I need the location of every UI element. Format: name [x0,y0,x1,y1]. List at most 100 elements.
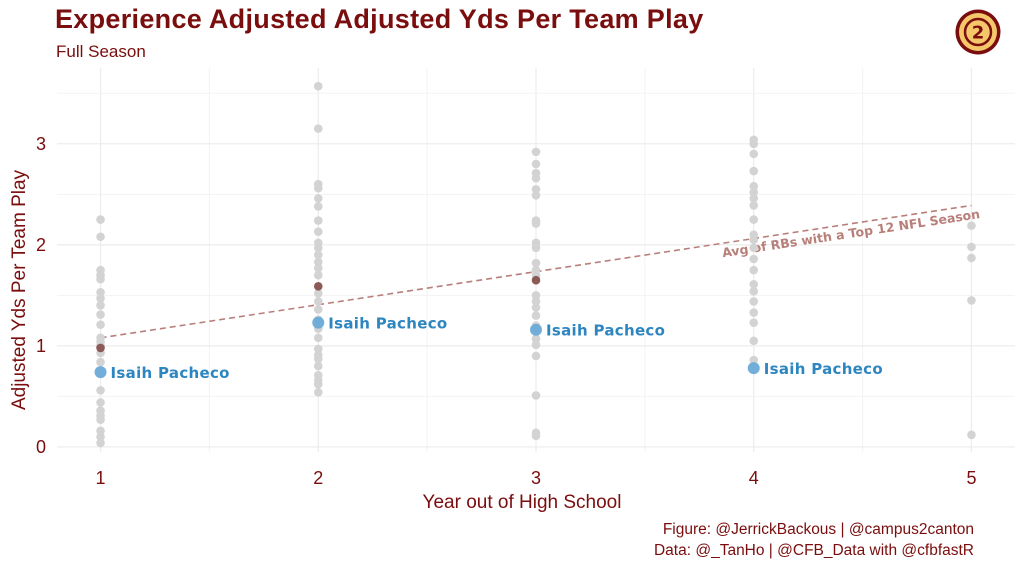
chart-title: Experience Adjusted Adjusted Yds Per Tea… [55,4,704,34]
caption: Figure: @JerrickBackous | @campus2canton… [654,519,974,561]
player-data-point [312,316,325,329]
data-point [967,296,976,305]
player-data-point [94,366,107,379]
y-tick-label: 1 [36,336,46,356]
x-axis-label: Year out of High School [423,492,622,513]
data-point [749,355,759,365]
data-point [313,81,323,91]
data-point [96,320,105,329]
y-tick-label: 3 [36,134,46,154]
data-point [96,274,105,284]
data-point [531,184,541,194]
data-point [313,344,323,354]
data-point [531,191,541,200]
y-tick-label: 0 [36,437,46,457]
data-point [749,297,759,306]
data-point [313,124,323,133]
data-point [531,431,541,441]
data-point [749,318,759,327]
x-tick-label: 3 [531,468,541,488]
data-point [96,294,105,303]
data-point [96,301,105,310]
data-point [749,308,759,317]
data-point [749,254,759,264]
data-point [96,398,105,407]
labels-group: Isaih Pacheco Isaih Pacheco Isaih Pacheco I… [111,315,883,383]
data-point [749,243,759,253]
data-point [967,253,976,263]
player-label: Isaih Pacheco [546,322,665,340]
data-point [313,263,323,273]
data-point [749,287,759,296]
caption-data-credit: Data: @_TanHo | @CFB_Data with @cfbfastR [653,542,974,559]
data-point [313,305,323,314]
data-point [967,242,976,252]
data-point [531,340,541,350]
data-point [96,232,105,242]
data-point [96,310,105,319]
data-point [313,257,323,267]
player-label: Isaih Pacheco [328,315,447,333]
data-point [96,432,105,442]
trend-line-label: Avg of RBs with a Top 12 NFL Season [721,206,981,260]
data-point [749,139,759,149]
data-point [749,187,759,197]
y-tick-label: 2 [36,235,46,255]
data-point [531,311,541,320]
data-point [96,415,105,424]
data-point [749,181,759,191]
player-label: Isaih Pacheco [111,364,230,382]
data-point [313,361,323,371]
player-label: Isaih Pacheco [764,360,883,378]
top12-data-point [531,275,541,285]
data-point [313,194,323,203]
data-point [967,430,976,440]
y-axis-label: Adjusted Yds Per Team Play [9,169,30,410]
top12-data-point [96,343,105,353]
data-point [749,166,759,176]
data-point [313,183,323,193]
campus2canton-logo-icon: 2 [955,9,1001,55]
data-point [749,265,759,275]
data-point [531,351,541,361]
logo-text: 2 [972,23,985,44]
data-point [313,227,323,237]
data-point [749,235,759,245]
data-point [313,333,323,343]
data-point [531,173,541,183]
data-point [313,297,323,306]
data-point [313,243,323,253]
x-tick-label: 4 [749,468,759,488]
data-point [313,202,323,211]
top12-data-point [313,281,323,291]
data-point [96,426,105,436]
data-point [96,288,105,297]
data-point [531,159,541,169]
data-point [531,258,541,268]
player-data-point [530,323,542,336]
data-point [749,194,759,203]
data-point [96,438,105,448]
data-point [531,391,541,400]
chart-subtitle: Full Season [56,42,146,61]
data-point [749,279,759,289]
data-point [531,243,541,253]
data-point [96,386,105,395]
data-point [96,215,105,224]
data-point [531,297,541,306]
x-tick-label: 5 [966,468,976,488]
data-point [313,354,323,364]
x-tick-label: 2 [313,468,323,488]
data-point [967,221,976,230]
player-data-point [747,362,760,375]
x-axis-ticks: 1 2 3 4 5 [96,468,977,488]
data-point [313,250,323,260]
trend-line-group: Avg of RBs with a Top 12 NFL Season [100,204,981,339]
data-point [313,289,323,298]
data-point [531,303,541,312]
x-tick-label: 1 [96,468,106,488]
data-point [531,334,541,344]
data-point [531,147,541,157]
data-point [96,357,105,367]
